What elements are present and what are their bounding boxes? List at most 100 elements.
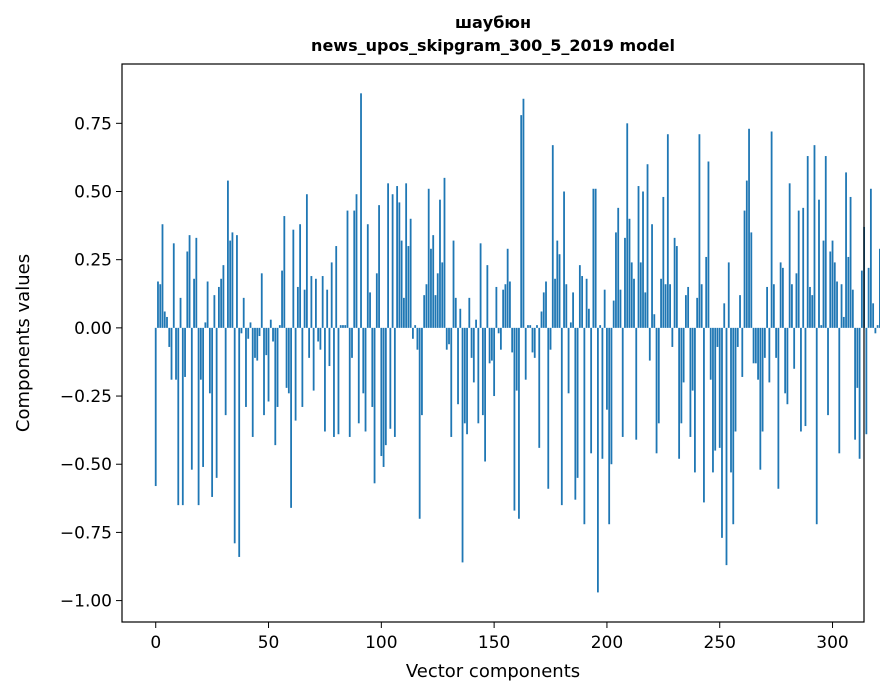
x-axis-ticks: 0 50 100 150 200 250 300 (150, 622, 849, 653)
bar-116 (416, 327, 419, 350)
bar-274 (772, 284, 775, 328)
y-tick-label: −0.75 (60, 523, 112, 543)
bar-153 (499, 327, 502, 350)
bar-136 (461, 327, 464, 563)
bar-68 (308, 327, 311, 358)
bar-154 (502, 289, 505, 328)
bar-101 (382, 327, 385, 467)
bar-118 (421, 327, 423, 416)
bar-244 (705, 256, 708, 328)
bar-267 (757, 327, 759, 380)
bar-50 (267, 327, 270, 402)
bar-151 (495, 286, 498, 328)
y-tick-label: −0.50 (60, 455, 112, 475)
bar-308 (849, 196, 852, 328)
bar-171 (540, 311, 543, 328)
bar-253 (725, 327, 728, 566)
bar-37 (238, 327, 241, 557)
x-tick-label: 0 (150, 633, 161, 653)
bar-164 (524, 327, 527, 380)
bar-230 (673, 237, 676, 328)
bar-273 (770, 131, 773, 328)
bar-99 (378, 205, 380, 328)
bar-261 (743, 210, 746, 328)
bar-44 (254, 327, 256, 358)
bar-161 (518, 327, 520, 519)
bar-34 (231, 232, 234, 328)
bar-106 (393, 327, 396, 437)
bar-311 (856, 327, 859, 388)
bar-236 (687, 286, 690, 328)
bar-240 (696, 297, 699, 328)
bar-218 (646, 164, 649, 328)
bar-208 (624, 237, 626, 328)
bar-5 (166, 316, 168, 328)
bar-114 (412, 327, 414, 339)
bar-190 (583, 327, 586, 525)
bar-141 (472, 327, 475, 383)
bar-276 (777, 327, 780, 489)
bar-130 (448, 327, 450, 345)
bar-102 (384, 327, 387, 446)
bar-55 (278, 325, 281, 328)
bar-89 (355, 194, 358, 328)
bar-181 (563, 191, 565, 328)
bar-26 (213, 295, 216, 328)
bar-243 (703, 327, 705, 503)
chart-title-line1: шаубюн (455, 13, 531, 32)
bar-13 (184, 327, 186, 377)
bar-242 (700, 284, 703, 328)
bar-133 (454, 297, 457, 328)
bar-69 (310, 276, 313, 328)
bar-227 (666, 134, 669, 328)
bar-297 (824, 156, 827, 328)
bar-288 (804, 327, 807, 427)
bar-260 (741, 327, 744, 377)
bar-6 (168, 327, 171, 347)
bar-105 (391, 194, 394, 328)
bar-159 (513, 327, 516, 511)
bar-15 (188, 235, 191, 328)
bar-188 (578, 265, 581, 328)
bar-65 (301, 327, 304, 407)
bar-166 (529, 325, 532, 328)
bar-303 (838, 327, 841, 454)
bar-292 (813, 145, 816, 328)
bar-120 (425, 284, 428, 328)
bar-282 (791, 284, 793, 328)
bar-84 (344, 325, 347, 328)
bar-251 (721, 327, 723, 538)
bar-183 (567, 327, 570, 394)
bar-221 (653, 314, 656, 328)
bar-30 (222, 265, 225, 328)
bar-168 (533, 327, 536, 358)
bar-42 (249, 322, 252, 328)
bar-207 (621, 327, 624, 437)
bar-259 (739, 295, 741, 328)
bar-2 (159, 284, 162, 328)
bar-234 (682, 327, 685, 383)
bar-180 (560, 327, 563, 506)
bar-270 (763, 327, 766, 358)
bar-271 (766, 286, 768, 328)
bar-103 (387, 183, 389, 328)
bar-224 (660, 278, 662, 328)
bar-109 (400, 240, 403, 328)
bar-0 (154, 327, 157, 487)
bar-306 (845, 172, 847, 328)
bar-series (154, 93, 880, 593)
bar-62 (294, 327, 297, 421)
bar-57 (283, 216, 286, 328)
bar-147 (486, 265, 489, 328)
plot-area-frame (121, 63, 865, 623)
bar-32 (227, 180, 229, 328)
bar-191 (585, 278, 588, 328)
bar-122 (430, 248, 432, 328)
bar-309 (851, 289, 854, 328)
bar-64 (299, 224, 302, 328)
bar-286 (800, 327, 802, 432)
bar-72 (317, 327, 320, 342)
bar-58 (285, 327, 288, 388)
bar-49 (265, 327, 268, 356)
